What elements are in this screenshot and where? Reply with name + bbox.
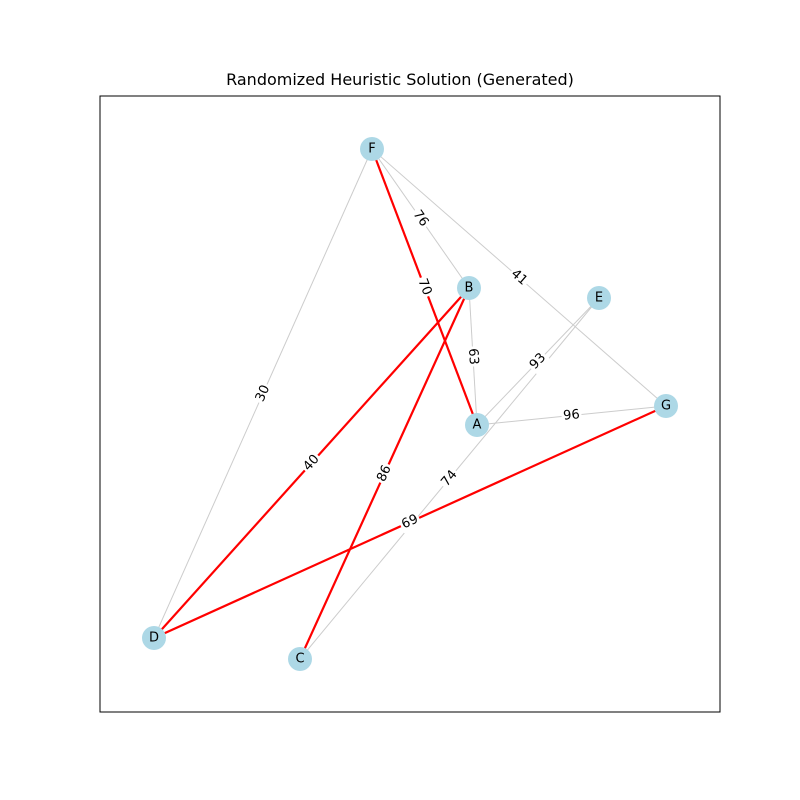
edge-label-B-C: 86	[373, 461, 396, 486]
edge-label-E-A: 93	[525, 348, 551, 375]
node-G: G	[654, 394, 678, 418]
node-F: F	[360, 137, 384, 161]
edge-label-background	[560, 406, 583, 425]
node-circle	[142, 626, 166, 650]
edge-label-background	[397, 510, 423, 534]
edge-label-background	[413, 274, 436, 300]
edge-label-G-D: 69	[397, 510, 423, 534]
node-label: G	[661, 399, 671, 414]
nodes-layer: A B C D E F G	[142, 137, 678, 671]
node-label: A	[473, 418, 482, 433]
edge-label-background	[506, 264, 532, 291]
diagram-title: Randomized Heuristic Solution (Generated…	[226, 70, 574, 89]
edge-label-B-D: 40	[298, 450, 325, 476]
edge-weight-text: 74	[438, 467, 460, 489]
edges-layer	[153, 148, 667, 660]
edge-weight-text: 76	[410, 207, 432, 229]
edge-labels-layer: 30 76 41 63 93 96 74 70 40 86 69	[251, 205, 583, 534]
node-circle	[360, 137, 384, 161]
edge-weight-text: 41	[508, 266, 530, 288]
edge-label-background	[464, 346, 482, 367]
edge-label-background	[373, 461, 396, 486]
node-A: A	[465, 413, 489, 437]
edge-label-A-G: 96	[560, 406, 583, 425]
node-B: B	[457, 276, 481, 300]
edge-weight-text: 30	[253, 383, 273, 404]
edge-weight-text: 69	[399, 512, 420, 532]
edge-label-background	[408, 205, 433, 232]
node-circle	[288, 647, 312, 671]
edge-weight-text: 70	[415, 277, 435, 298]
node-circle	[654, 394, 678, 418]
node-label: C	[295, 652, 304, 667]
edge-label-F-G: 41	[506, 264, 532, 291]
node-D: D	[142, 626, 166, 650]
edge-label-background	[525, 348, 551, 375]
edge-label-B-A: 63	[464, 346, 482, 367]
node-C: C	[288, 647, 312, 671]
plot-frame	[99, 95, 721, 713]
edge-weight-text: 63	[465, 348, 481, 365]
edge-weight-text: 96	[563, 407, 581, 424]
edge-label-F-B: 76	[408, 205, 433, 232]
edge-label-background	[436, 465, 463, 492]
node-label: F	[368, 142, 375, 157]
node-label: E	[595, 291, 603, 306]
edge-label-F-A: 70	[413, 274, 436, 300]
node-label: B	[465, 281, 474, 296]
node-label: D	[149, 631, 159, 646]
node-E: E	[587, 286, 611, 310]
edge-label-E-C: 74	[436, 465, 463, 492]
node-circle	[457, 276, 481, 300]
edge-label-background	[251, 381, 275, 406]
edge-label-background	[298, 450, 325, 476]
edge-weight-text: 86	[374, 463, 395, 484]
node-circle	[465, 413, 489, 437]
node-circle	[587, 286, 611, 310]
edge-label-F-D: 30	[251, 381, 275, 406]
